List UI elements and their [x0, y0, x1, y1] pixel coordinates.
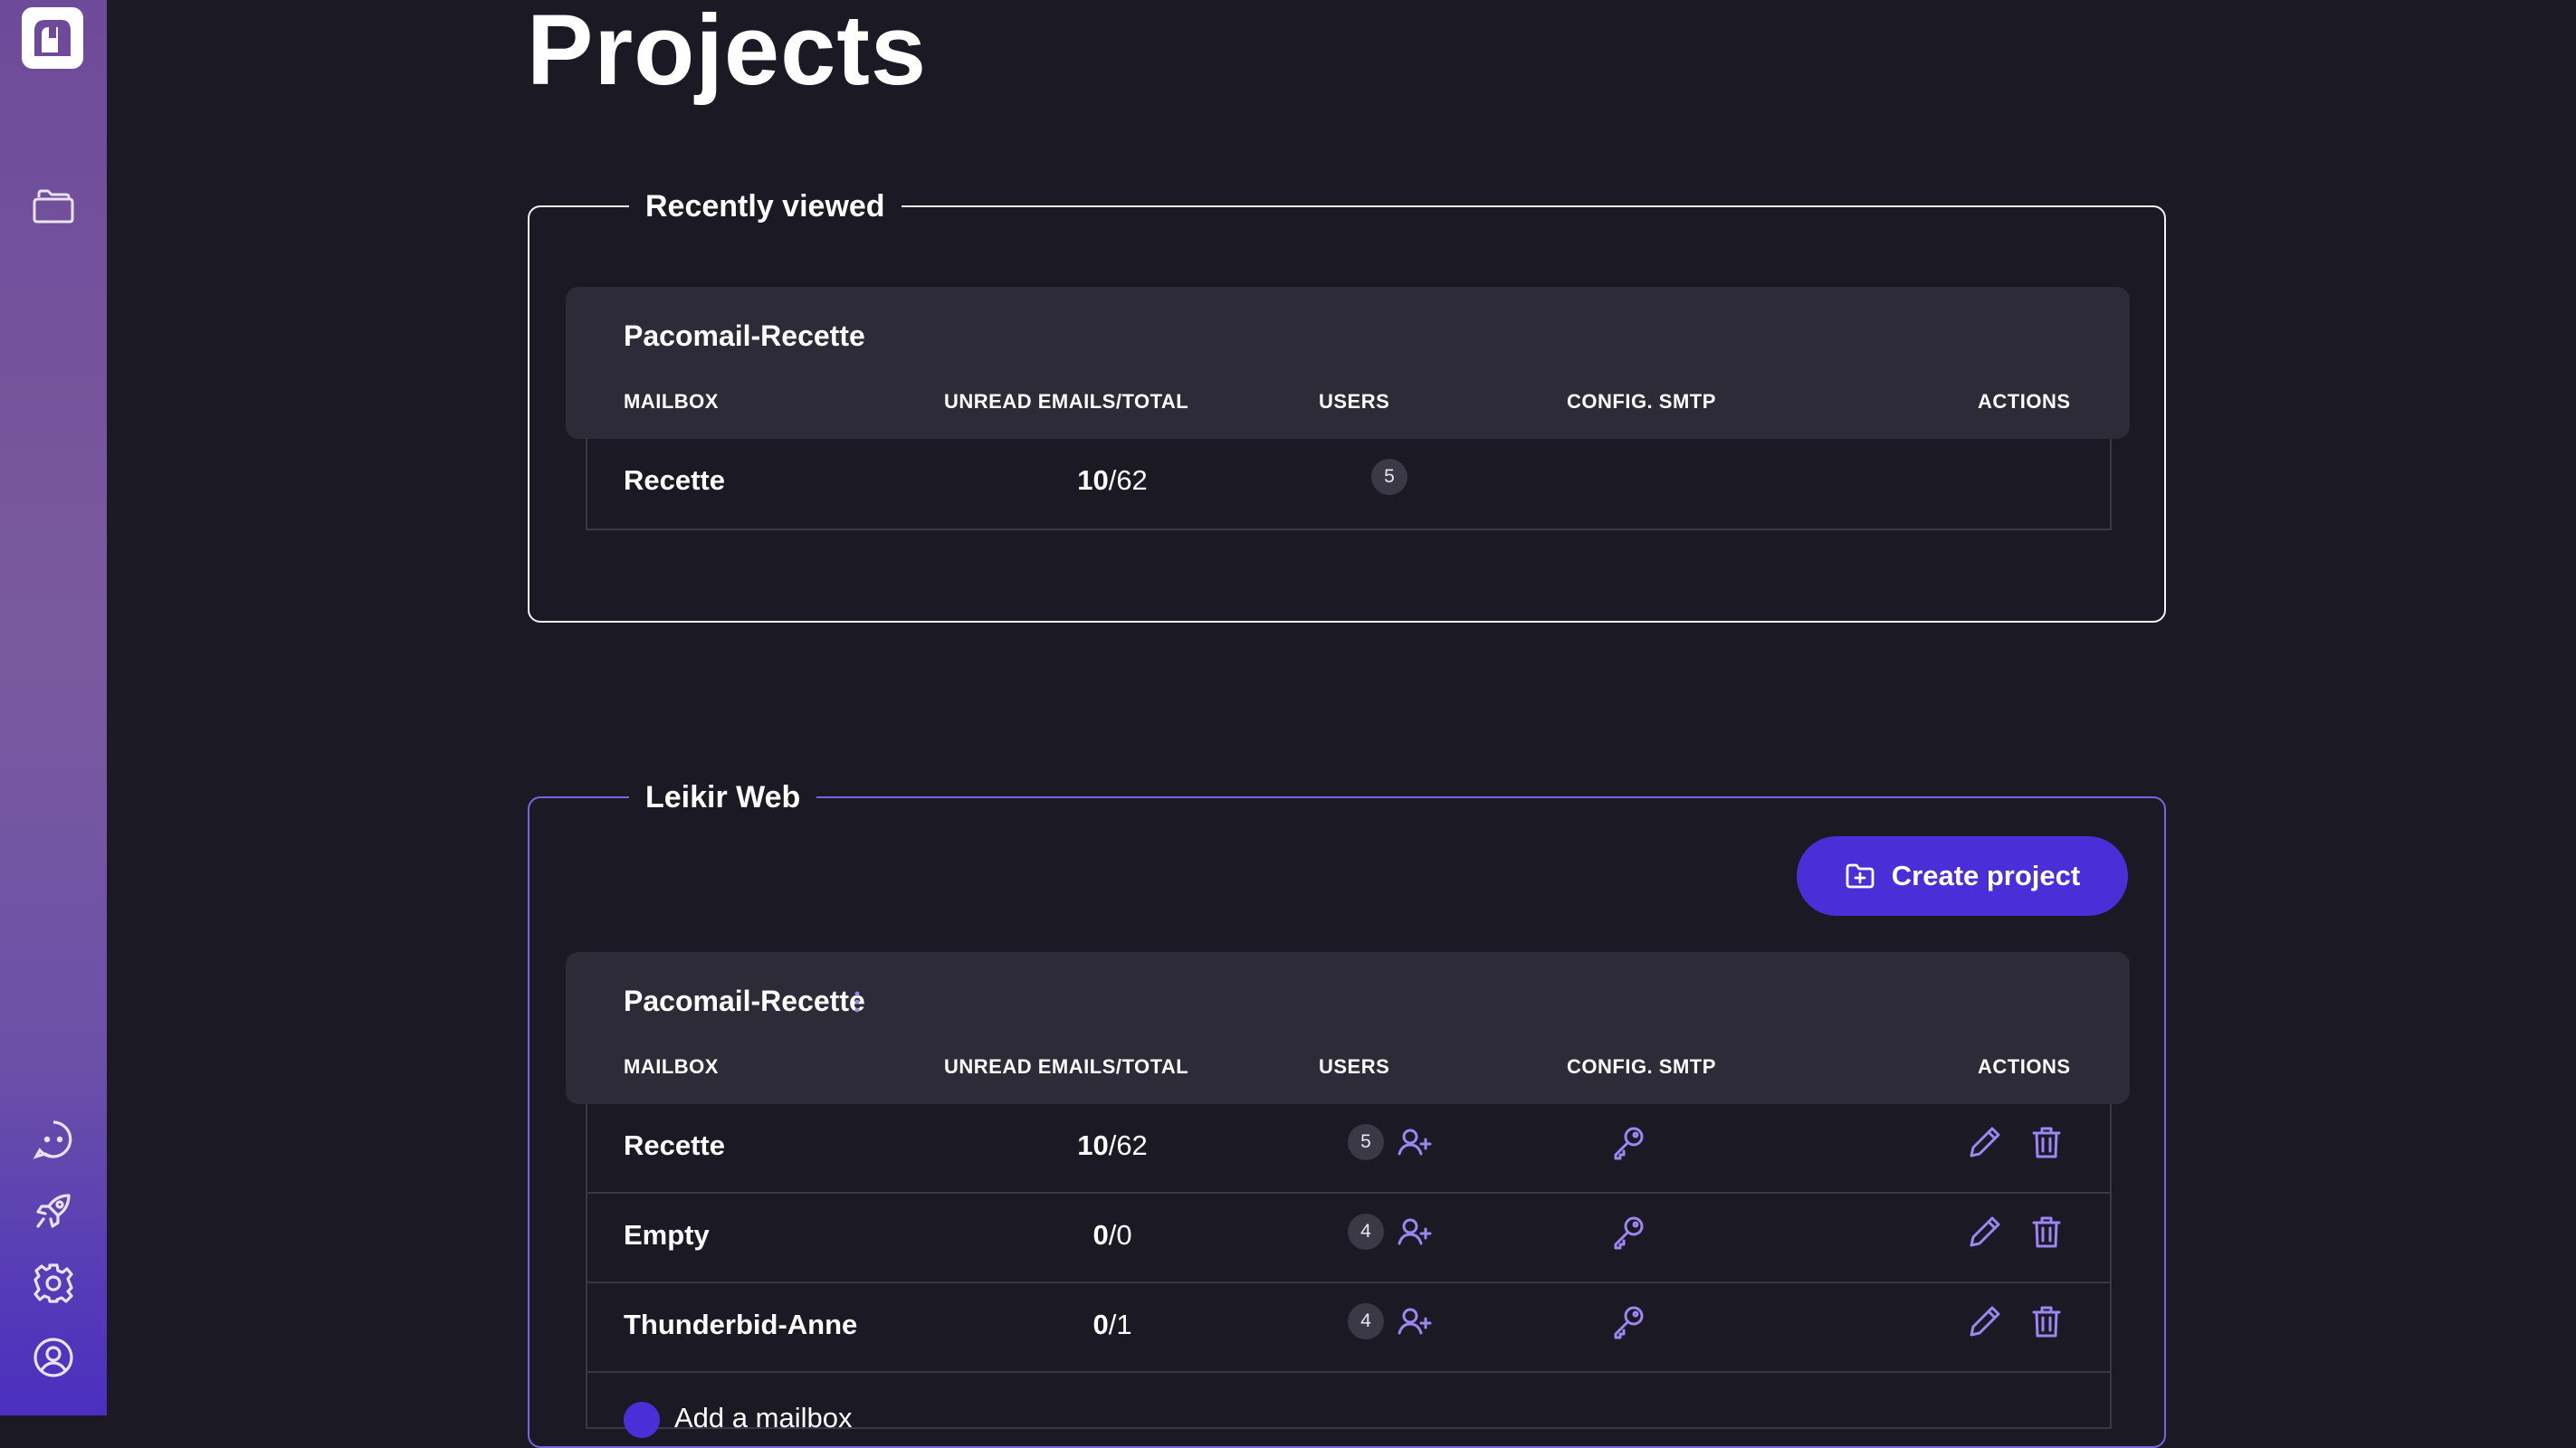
column-header-mailbox: MAILBOX — [624, 390, 719, 413]
gear-icon[interactable] — [24, 1254, 82, 1312]
edit-pencil-icon[interactable] — [1965, 1301, 2005, 1341]
users-count-badge: 5 — [1371, 459, 1407, 495]
recently-viewed-section: Recently viewed Pacomail-Recette MAILBOX… — [528, 186, 2166, 623]
project-card-header: Pacomail-Recette MAILBOX UNREAD EMAILS/T… — [566, 952, 2130, 1104]
mailbox-name: Recette — [624, 464, 725, 496]
recently-viewed-legend: Recently viewed — [629, 186, 902, 227]
key-icon[interactable] — [1608, 1301, 1648, 1341]
users-cell: 4 — [1312, 1303, 1432, 1343]
unread-total: 0/0 — [1092, 1219, 1132, 1251]
add-mailbox-label: Add a mailbox — [674, 1402, 853, 1434]
project-legend: Leikir Web — [629, 776, 817, 818]
users-cell: 5 — [1312, 459, 1420, 499]
project-card-header: Pacomail-Recette MAILBOX UNREAD EMAILS/T… — [566, 287, 2130, 439]
trash-icon[interactable] — [2027, 1122, 2066, 1162]
project-card-title: Pacomail-Recette — [624, 319, 865, 352]
mailbox-table: Recette 10/62 5 — [586, 1104, 2112, 1438]
trash-icon[interactable] — [2027, 1212, 2066, 1252]
table-row[interactable]: Recette 10/62 5 — [587, 439, 2110, 529]
users-count-badge: 4 — [1348, 1214, 1384, 1250]
add-mailbox-row[interactable]: Add a mailbox — [587, 1373, 2110, 1438]
column-header-users: USERS — [1319, 1055, 1390, 1078]
more-vertical-icon[interactable] — [848, 988, 866, 1015]
add-user-icon[interactable] — [1395, 1212, 1435, 1252]
table-row[interactable]: Empty 0/0 4 — [587, 1194, 2110, 1283]
edit-pencil-icon[interactable] — [1965, 1122, 2005, 1162]
column-header-smtp: CONFIG. SMTP — [1567, 390, 1716, 413]
key-icon[interactable] — [1608, 1122, 1648, 1162]
create-project-button[interactable]: Create project — [1797, 836, 2128, 916]
users-cell: 5 — [1312, 1124, 1432, 1164]
table-row[interactable]: Thunderbid-Anne 0/1 4 — [587, 1283, 2110, 1373]
create-project-label: Create project — [1891, 860, 2081, 891]
column-header-users: USERS — [1319, 390, 1390, 413]
table-row[interactable]: Recette 10/62 5 — [587, 1104, 2110, 1194]
mailbox-name: Recette — [624, 1129, 725, 1161]
trash-icon[interactable] — [2027, 1301, 2066, 1341]
add-user-icon[interactable] — [1395, 1122, 1435, 1162]
users-count-badge: 5 — [1348, 1124, 1384, 1160]
mailbox-name: Empty — [624, 1219, 710, 1251]
edit-pencil-icon[interactable] — [1965, 1212, 2005, 1252]
page-title: Projects — [527, 0, 928, 106]
column-header-mailbox: MAILBOX — [624, 1055, 719, 1078]
unread-total: 0/1 — [1092, 1309, 1132, 1340]
column-header-unread: UNREAD EMAILS/TOTAL — [944, 1055, 1189, 1078]
column-header-unread: UNREAD EMAILS/TOTAL — [944, 390, 1189, 413]
plus-circle-icon — [624, 1402, 660, 1438]
column-header-actions: ACTIONS — [1978, 390, 2071, 413]
user-circle-icon[interactable] — [24, 1329, 82, 1386]
folder-plus-icon — [1846, 863, 1875, 889]
chat-bubble-icon[interactable] — [24, 1110, 82, 1168]
unread-total: 10/62 — [1077, 1129, 1148, 1161]
add-user-icon[interactable] — [1395, 1301, 1435, 1341]
key-icon[interactable] — [1608, 1212, 1648, 1252]
project-card-title: Pacomail-Recette — [624, 985, 865, 1017]
folders-icon[interactable] — [24, 177, 82, 235]
rocket-icon[interactable] — [24, 1182, 82, 1240]
unread-total: 10/62 — [1077, 464, 1148, 496]
sidebar — [0, 0, 107, 1415]
column-header-smtp: CONFIG. SMTP — [1567, 1055, 1716, 1078]
mailbox-name: Thunderbid-Anne — [624, 1309, 858, 1340]
project-section: Leikir Web Create project Pacomail-Recet… — [528, 776, 2166, 1448]
users-cell: 4 — [1312, 1214, 1432, 1253]
column-header-actions: ACTIONS — [1978, 1055, 2071, 1078]
users-count-badge: 4 — [1348, 1303, 1384, 1339]
mailbox-table: Recette 10/62 5 — [586, 439, 2112, 530]
mailbox-logo-icon[interactable] — [22, 7, 83, 69]
